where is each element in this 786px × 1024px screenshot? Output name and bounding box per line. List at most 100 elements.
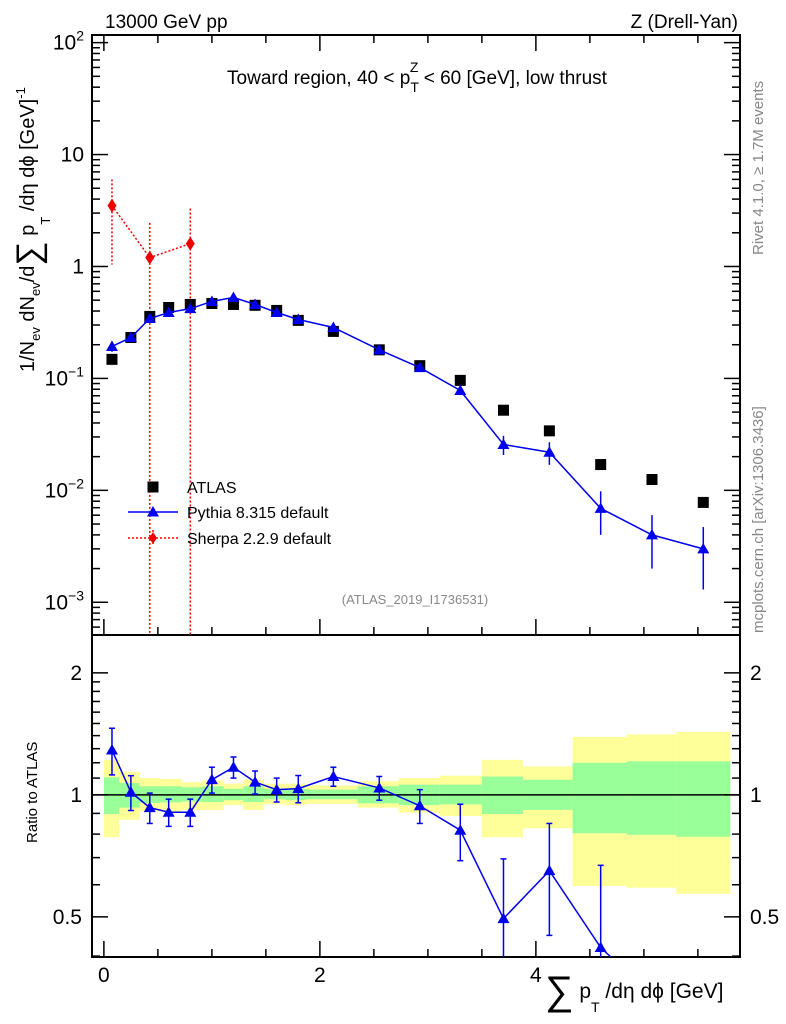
y-tick-label: 1 — [72, 255, 84, 278]
y-tick-label: 10−1 — [45, 363, 85, 390]
pythia-point — [327, 321, 340, 333]
ratio-axis-label: Ratio to ATLAS — [24, 742, 41, 843]
tick-base: 10 — [45, 367, 68, 390]
pythia-ratio-point — [373, 781, 386, 793]
xlabel-part: p — [574, 980, 592, 1003]
ylabel-part: /dη dϕ [GeV] — [17, 99, 39, 217]
pythia-ratio-point — [162, 806, 175, 817]
pythia-ratio-point — [413, 799, 426, 811]
sherpa-point — [145, 250, 155, 265]
ratio-y-tick-label-right: 1 — [750, 784, 762, 807]
pythia-ratio-point — [184, 806, 197, 817]
pythia-ratio-point — [143, 801, 156, 813]
pythia-ratio-point — [270, 783, 283, 795]
pythia-ratio-point — [327, 770, 340, 781]
pythia-point — [184, 302, 197, 314]
tick-base: 10 — [61, 144, 84, 167]
band-1sigma — [572, 762, 627, 834]
pythia-point — [162, 306, 175, 318]
ratio-axes: 0 2 4 2 2 1 1 0.5 0.5 — [53, 634, 779, 987]
band-1sigma — [103, 777, 119, 814]
pythia-point — [227, 291, 240, 302]
pythia-ratio-point — [105, 744, 118, 755]
pythia-point — [697, 542, 710, 554]
ratio-bands — [92, 731, 740, 894]
ratio-y-tick-label-right: 2 — [750, 662, 762, 685]
legend-sherpa-marker — [149, 532, 157, 544]
tick-base: 10 — [45, 479, 68, 502]
x-axis-label: ∑ pT /dη dϕ [GeV] — [545, 969, 723, 1015]
sherpa-point — [107, 198, 117, 213]
atlas-point — [227, 298, 239, 310]
pythia-point — [543, 446, 556, 457]
legend-label: Sherpa 2.2.9 default — [187, 531, 332, 548]
pythia-ratio-point — [594, 941, 607, 953]
y-tick-label: 10−3 — [45, 587, 85, 614]
tick-exponent: −3 — [68, 587, 84, 603]
x-tick-label: 0 — [98, 964, 110, 987]
ylabel-sub: T — [38, 217, 53, 225]
pythia-ratio-point — [454, 824, 467, 835]
ratio-y-tick-label: 1 — [70, 784, 82, 807]
pythia-point — [105, 340, 118, 351]
band-1sigma — [626, 761, 677, 835]
ylabel-sigma: ∑ — [10, 241, 48, 265]
ylabel-sub: ev — [28, 327, 43, 341]
legend: ATLAS Pythia 8.315 default Sherpa 2.2.9 de… — [128, 480, 332, 548]
atlas-point — [697, 496, 709, 508]
process-label: Z (Drell-Yan) — [631, 12, 738, 33]
pythia-ratio-point — [292, 782, 305, 794]
ylabel-part: /d — [17, 266, 39, 283]
tick-base: 10 — [53, 32, 76, 55]
pythia-point — [143, 312, 156, 324]
ylabel-part: dN — [17, 296, 39, 327]
x-tick-label: 4 — [530, 964, 542, 987]
ylabel-sup: -1 — [13, 87, 28, 99]
xlabel-part: /dη dϕ [GeV] — [600, 980, 724, 1003]
ratio-frame — [91, 634, 741, 958]
atlas-point — [543, 425, 555, 437]
pythia-ratio-point — [227, 761, 240, 772]
ratio-y-tick-label-right: 0.5 — [750, 906, 779, 929]
atlas-point — [646, 473, 658, 485]
title-superscript: Z — [410, 59, 419, 75]
y-axis-label: 1/Nev dNev/d∑ pT /dη dϕ [GeV]-1 — [10, 87, 53, 372]
pythia-ratio-point — [249, 776, 262, 787]
ylabel-sub: ev — [28, 282, 43, 296]
tick-exponent: −2 — [68, 475, 84, 491]
pythia-point — [594, 502, 607, 513]
pythia-point — [249, 298, 262, 309]
pythia-point — [205, 295, 218, 306]
tick-exponent: 2 — [76, 28, 84, 44]
legend-label: ATLAS — [187, 480, 237, 497]
xlabel-sigma: ∑ — [545, 969, 574, 1013]
rivet-label: Rivet 4.1.0, ≥ 1.7M events — [750, 81, 767, 255]
title-subscript: T — [410, 79, 419, 95]
sherpa-line — [111, 205, 191, 259]
pythia-ratio-point — [205, 773, 218, 785]
title-text-end: < 60 [GeV], low thrust — [418, 68, 607, 89]
pythia-point — [373, 343, 386, 355]
sherpa-point — [185, 236, 195, 251]
ratio-y-tick-label: 2 — [70, 662, 82, 685]
plot-title: Toward region, 40 < pTZ < 60 [GeV], low … — [227, 59, 608, 95]
atlas-point — [454, 374, 466, 386]
xlabel-sub: T — [591, 999, 600, 1015]
tick-base: 1 — [72, 255, 84, 278]
pythia-point — [497, 438, 510, 449]
ratio-data — [105, 727, 612, 957]
band-1sigma — [676, 761, 731, 837]
pythia-ratio-line — [111, 749, 612, 957]
energy-label: 13000 GeV pp — [105, 12, 228, 33]
atlas-point — [497, 404, 509, 416]
pythia-point — [454, 384, 467, 395]
legend-pythia-marker — [147, 506, 159, 517]
pythia-point — [270, 306, 283, 318]
pythia-point — [124, 331, 137, 343]
pythia-point — [292, 313, 305, 325]
pythia-point — [645, 528, 658, 540]
pythia-ratio-point — [497, 912, 510, 924]
analysis-label: (ATLAS_2019_I1736531) — [342, 592, 488, 607]
atlas-point — [106, 353, 118, 365]
